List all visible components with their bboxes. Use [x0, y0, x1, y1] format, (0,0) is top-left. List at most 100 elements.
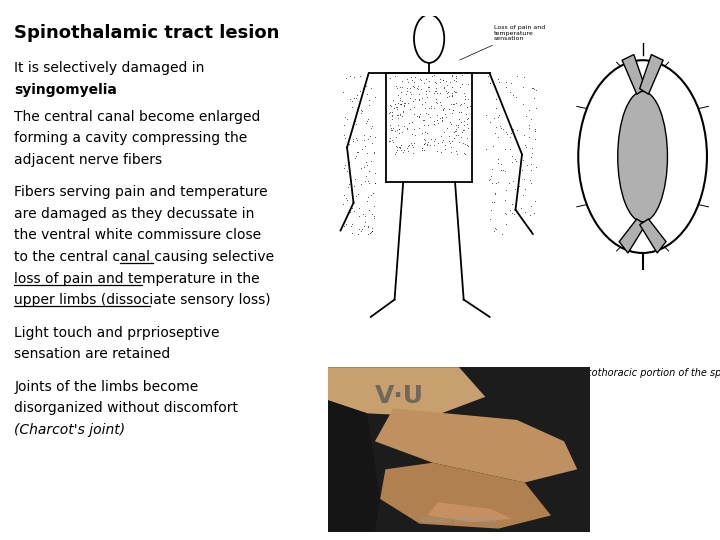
Point [418, 139, 430, 148]
Point [520, 143, 531, 152]
Point [369, 179, 381, 187]
Text: syingomyelia: syingomyelia [14, 83, 117, 97]
Point [492, 112, 504, 121]
Point [359, 141, 370, 150]
Point [364, 229, 376, 238]
Point [485, 79, 496, 87]
Point [415, 84, 426, 93]
Point [506, 152, 518, 160]
Point [406, 76, 418, 84]
Point [369, 149, 380, 158]
Point [451, 74, 462, 83]
Point [524, 211, 536, 219]
Point [391, 84, 402, 92]
Point [451, 98, 462, 107]
Point [503, 179, 514, 187]
Point [386, 102, 397, 111]
Point [420, 136, 431, 144]
Point [449, 87, 460, 96]
Point [449, 76, 460, 84]
Point [418, 134, 429, 143]
Point [425, 103, 436, 112]
Point [458, 89, 469, 97]
Point [418, 79, 430, 87]
Point [462, 124, 474, 133]
Point [488, 198, 500, 207]
Point [339, 112, 351, 121]
Point [414, 75, 426, 84]
Point [396, 76, 408, 85]
Point [416, 100, 428, 109]
Point [500, 186, 512, 194]
Point [368, 148, 379, 157]
Point [338, 164, 350, 172]
Point [456, 107, 467, 116]
Point [357, 84, 369, 92]
Point [446, 99, 457, 108]
Point [447, 105, 459, 114]
Point [408, 125, 420, 133]
Point [515, 156, 526, 165]
Point [356, 144, 368, 153]
Point [446, 109, 458, 117]
Point [354, 72, 366, 80]
Point [366, 227, 377, 235]
Point [529, 127, 541, 136]
Point [355, 227, 366, 235]
Point [368, 213, 379, 222]
Point [338, 121, 350, 130]
Point [390, 72, 401, 80]
Point [508, 124, 519, 133]
Point [437, 76, 449, 84]
Point [341, 73, 352, 82]
Point [500, 128, 511, 137]
Point [391, 146, 402, 154]
Point [392, 114, 403, 123]
Point [430, 79, 441, 87]
Point [518, 72, 529, 81]
Point [362, 193, 374, 201]
Point [343, 139, 354, 148]
Point [488, 81, 500, 90]
Point [346, 204, 358, 212]
Point [439, 109, 451, 118]
Point [518, 131, 530, 139]
Point [384, 101, 395, 110]
Point [461, 110, 472, 118]
Point [453, 131, 464, 140]
Point [340, 134, 351, 143]
Point [408, 138, 420, 147]
Point [363, 177, 374, 185]
Point [356, 225, 368, 233]
Point [511, 125, 523, 134]
Point [391, 148, 402, 157]
Point [422, 83, 433, 91]
Point [444, 77, 456, 86]
Point [485, 171, 497, 180]
Point [485, 78, 496, 87]
Point [401, 144, 413, 152]
Point [369, 179, 381, 188]
Point [385, 124, 397, 132]
Point [358, 163, 369, 172]
Point [401, 86, 413, 95]
Point [343, 157, 354, 166]
Point [518, 191, 529, 199]
Text: are damaged as they decussate in: are damaged as they decussate in [14, 207, 255, 221]
Point [463, 94, 474, 103]
Point [493, 111, 505, 119]
Point [403, 140, 415, 149]
Point [395, 100, 407, 109]
Text: the ventral white commissure close: the ventral white commissure close [14, 228, 261, 242]
Point [394, 99, 405, 108]
Point [458, 121, 469, 130]
Point [500, 220, 512, 228]
Point [350, 93, 361, 102]
Text: The central canal become enlarged: The central canal become enlarged [14, 110, 261, 124]
Point [356, 107, 368, 116]
Point [406, 130, 418, 139]
Point [402, 142, 413, 151]
Point [348, 117, 360, 126]
Point [420, 75, 432, 83]
Point [384, 109, 395, 117]
